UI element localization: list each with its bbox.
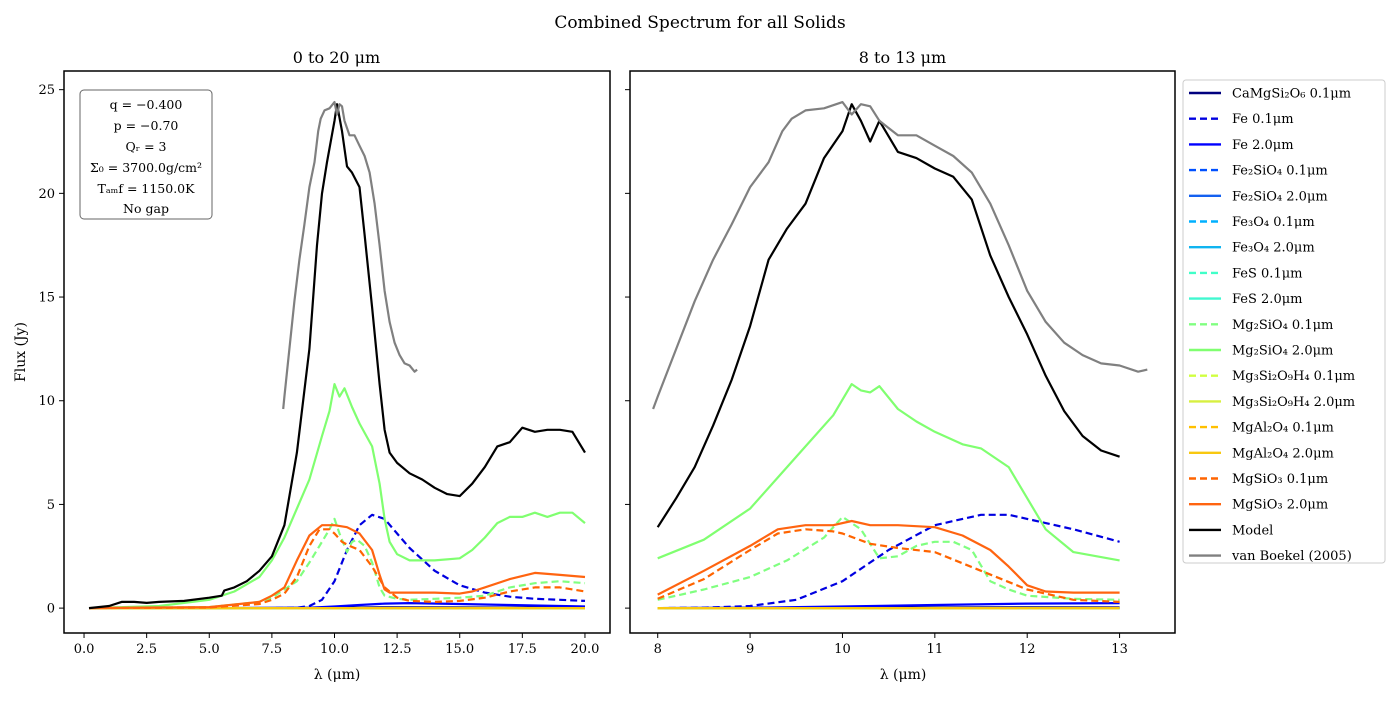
legend-label: Model bbox=[1232, 523, 1273, 538]
legend-label: MgAl₂O₄ 0.1μm bbox=[1232, 421, 1334, 436]
right-xtick-label: 9 bbox=[746, 642, 754, 657]
legend-label: Fe 0.1μm bbox=[1232, 112, 1294, 127]
legend-item: Fe 2.0μm bbox=[1189, 138, 1294, 153]
left-xtick-label: 17.5 bbox=[508, 642, 537, 657]
legend-item: Fe₃O₄ 0.1μm bbox=[1189, 215, 1315, 230]
legend-label: Fe₃O₄ 2.0μm bbox=[1232, 241, 1315, 256]
legend-label: Mg₂SiO₄ 2.0μm bbox=[1232, 344, 1333, 359]
legend-item: CaMgSi₂O₆ 0.1μm bbox=[1189, 87, 1351, 102]
right-series-line-16 bbox=[657, 519, 1120, 596]
legend-label: MgSiO₃ 0.1μm bbox=[1232, 472, 1328, 487]
left-series-line-15 bbox=[88, 528, 586, 610]
left-xtick-label: 0.0 bbox=[74, 642, 95, 657]
legend-label: FeS 2.0μm bbox=[1232, 292, 1303, 307]
right-xtick-label: 13 bbox=[1111, 642, 1128, 657]
right-xtick-label: 12 bbox=[1019, 642, 1036, 657]
left-panel-xlabel: λ (μm) bbox=[314, 667, 361, 683]
legend-item: MgAl₂O₄ 2.0μm bbox=[1189, 446, 1334, 461]
left-panel-ticks: 0.0 2.5 5.0 7.5 10.0 12.5 15.0 17.5 20.0 0 5 10 15 20… bbox=[38, 83, 599, 657]
left-xtick-label: 2.5 bbox=[136, 642, 157, 657]
legend-item: FeS 0.1μm bbox=[1189, 266, 1303, 281]
right-series-line-17 bbox=[656, 103, 1120, 528]
param-qr: Qᵣ = 3 bbox=[126, 139, 167, 154]
left-series-line-16 bbox=[88, 524, 586, 610]
right-series-line-1 bbox=[657, 513, 1120, 610]
param-p: p = −0.70 bbox=[114, 118, 179, 133]
legend-item: Fe₂SiO₄ 2.0μm bbox=[1189, 189, 1328, 204]
param-tamf: Tₐₘf = 1150.0K bbox=[98, 181, 196, 196]
left-ytick-label: 0 bbox=[47, 602, 55, 617]
right-series-line-15 bbox=[657, 528, 1120, 603]
legend-label: van Boekel (2005) bbox=[1231, 549, 1352, 564]
legend-label: MgSiO₃ 2.0μm bbox=[1232, 498, 1328, 513]
y-axis-label: Flux (Jy) bbox=[13, 322, 29, 382]
left-xtick-label: 7.5 bbox=[262, 642, 283, 657]
left-panel-title: 0 to 20 μm bbox=[293, 48, 380, 67]
legend-item: Fe₃O₄ 2.0μm bbox=[1189, 241, 1315, 256]
left-xtick-label: 15.0 bbox=[445, 642, 474, 657]
legend-item: Mg₃Si₂O₉H₄ 0.1μm bbox=[1189, 369, 1355, 384]
legend-item: Model bbox=[1189, 523, 1273, 538]
legend-item: MgSiO₃ 2.0μm bbox=[1189, 498, 1328, 513]
legend-item: Mg₂SiO₄ 2.0μm bbox=[1189, 344, 1333, 359]
right-panel-title: 8 to 13 μm bbox=[859, 48, 946, 67]
left-series-line-10 bbox=[88, 383, 586, 610]
left-ytick-label: 5 bbox=[47, 498, 55, 513]
figure-title: Combined Spectrum for all Solids bbox=[554, 13, 845, 33]
right-series-line-9 bbox=[657, 515, 1120, 601]
left-series-line-18 bbox=[282, 100, 418, 410]
legend-label: FeS 0.1μm bbox=[1232, 266, 1303, 281]
legend-label: Fe₂SiO₄ 0.1μm bbox=[1232, 164, 1328, 179]
left-ytick-label: 15 bbox=[38, 291, 55, 306]
left-xtick-label: 20.0 bbox=[570, 642, 599, 657]
legend-item: MgAl₂O₄ 0.1μm bbox=[1189, 421, 1334, 436]
legend-frame bbox=[1182, 79, 1386, 564]
right-panel-frame bbox=[629, 70, 1176, 634]
left-panel-series bbox=[88, 100, 586, 610]
left-xtick-label: 12.5 bbox=[383, 642, 412, 657]
legend-item: FeS 2.0μm bbox=[1189, 292, 1303, 307]
right-xtick-label: 8 bbox=[654, 642, 662, 657]
right-panel-xlabel: λ (μm) bbox=[880, 667, 927, 683]
legend-item: Mg₂SiO₄ 0.1μm bbox=[1189, 318, 1333, 333]
right-xtick-label: 10 bbox=[834, 642, 851, 657]
legend-label: Fe₂SiO₄ 2.0μm bbox=[1232, 189, 1328, 204]
legend-item: MgSiO₃ 0.1μm bbox=[1189, 472, 1328, 487]
left-series-line-1 bbox=[89, 513, 586, 610]
legend-label: Fe₃O₄ 0.1μm bbox=[1232, 215, 1315, 230]
parameter-box: q = −0.400 p = −0.70 Qᵣ = 3 Σ₀ = 3700.0g… bbox=[79, 89, 213, 220]
legend-label: Mg₂SiO₄ 0.1μm bbox=[1232, 318, 1333, 333]
legend: CaMgSi₂O₆ 0.1μm Fe 0.1μm Fe 2.0μm Fe₂SiO₄ 0… bbox=[1182, 79, 1386, 564]
param-gap: No gap bbox=[123, 201, 169, 216]
left-series-line-9 bbox=[88, 517, 586, 610]
left-xtick-label: 5.0 bbox=[199, 642, 220, 657]
left-ytick-label: 10 bbox=[38, 394, 55, 409]
legend-label: Mg₃Si₂O₉H₄ 2.0μm bbox=[1232, 395, 1355, 410]
right-panel: 8 to 13 μm 8 9 10 11 12 13 λ (μm) bbox=[625, 48, 1176, 683]
left-ytick-label: 20 bbox=[38, 187, 55, 202]
left-panel: 0 to 20 μm 0.0 2.5 5.0 7.5 10.0 12.5 15.0 17.5 2… bbox=[13, 48, 611, 683]
right-series-line-18 bbox=[652, 100, 1148, 410]
left-ytick-label: 25 bbox=[38, 83, 55, 98]
param-q: q = −0.400 bbox=[110, 97, 183, 112]
right-xtick-label: 11 bbox=[927, 642, 944, 657]
param-sigma0: Σ₀ = 3700.0g/cm² bbox=[90, 160, 202, 175]
right-panel-series bbox=[652, 100, 1148, 610]
left-series-line-17 bbox=[88, 103, 586, 610]
legend-label: Mg₃Si₂O₉H₄ 0.1μm bbox=[1232, 369, 1355, 384]
legend-label: CaMgSi₂O₆ 0.1μm bbox=[1232, 87, 1351, 102]
right-panel-ticks: 8 9 10 11 12 13 bbox=[625, 89, 1128, 657]
left-xtick-label: 10.0 bbox=[320, 642, 349, 657]
legend-item: Mg₃Si₂O₉H₄ 2.0μm bbox=[1189, 395, 1355, 410]
legend-item: van Boekel (2005) bbox=[1189, 549, 1352, 564]
legend-label: MgAl₂O₄ 2.0μm bbox=[1232, 446, 1334, 461]
left-panel-frame bbox=[63, 70, 611, 634]
legend-item: Fe₂SiO₄ 0.1μm bbox=[1189, 164, 1328, 179]
legend-label: Fe 2.0μm bbox=[1232, 138, 1294, 153]
legend-item: Fe 0.1μm bbox=[1189, 112, 1294, 127]
right-series-line-10 bbox=[657, 383, 1120, 562]
